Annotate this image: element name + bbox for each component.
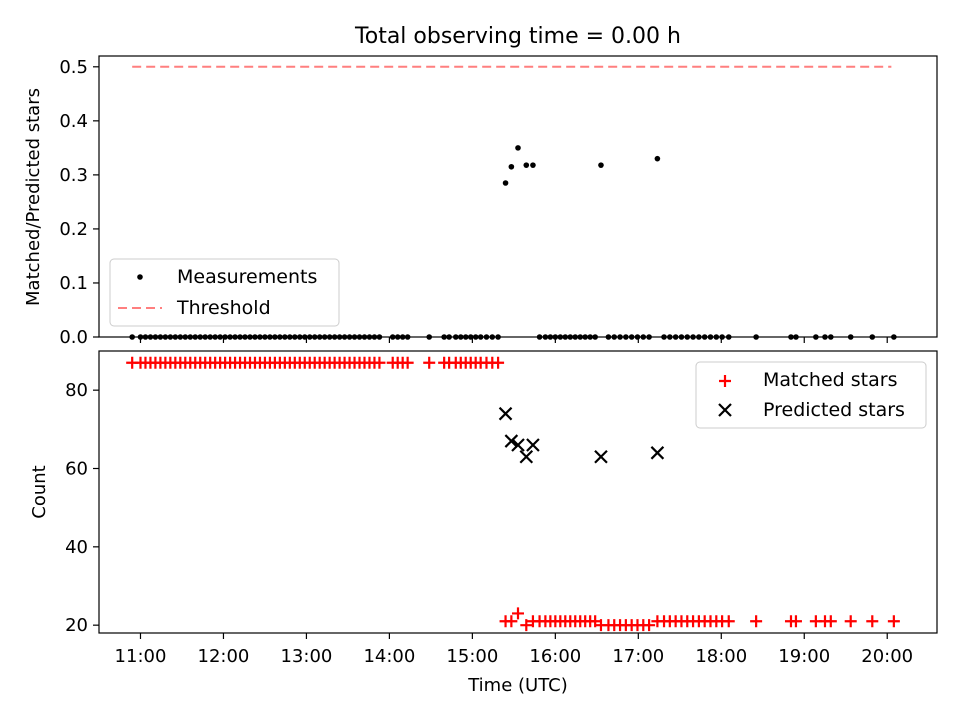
x-tick-label: 18:00 xyxy=(695,646,747,667)
measurement-point xyxy=(523,162,530,168)
x-tick-label: 19:00 xyxy=(778,646,830,667)
predicted-star-point xyxy=(594,449,608,464)
matched-star-point xyxy=(887,615,900,628)
top-chart-title: Total observing time = 0.00 h xyxy=(354,24,681,49)
matched-star-point xyxy=(505,615,518,628)
x-tick-label: 17:00 xyxy=(612,646,664,667)
matched-star-point xyxy=(492,356,505,369)
matched-star-point xyxy=(423,356,436,369)
top-y-tick-label: 0.0 xyxy=(59,327,88,348)
top-legend: Measurements Threshold xyxy=(109,258,340,327)
matched-star-point xyxy=(844,615,857,628)
matched-star-point xyxy=(520,619,533,632)
top-legend-box xyxy=(109,258,340,327)
legend-measurements-label: Measurements xyxy=(177,266,317,288)
measurement-point xyxy=(654,155,661,162)
bottom-y-tick-label: 80 xyxy=(65,380,88,401)
x-tick-label: 14:00 xyxy=(363,646,415,667)
x-tick-label: 15:00 xyxy=(446,646,498,667)
matched-star-point xyxy=(866,615,879,628)
bottom-plot-marks xyxy=(126,356,900,632)
top-plot-frame xyxy=(98,55,938,338)
legend-matched-label: Matched stars xyxy=(763,369,897,391)
bottom-y-tick-label: 60 xyxy=(65,459,88,480)
matched-star-point xyxy=(750,615,763,628)
matched-star-point xyxy=(512,607,524,620)
top-y-tick-label: 0.1 xyxy=(59,273,88,294)
predicted-star-point xyxy=(519,449,534,464)
bottom-y-tick-label: 40 xyxy=(65,537,88,558)
legend-predicted-marker xyxy=(718,403,732,417)
predicted-star-point xyxy=(511,438,525,452)
matched-star-point xyxy=(643,619,656,632)
measurement-point xyxy=(515,145,521,151)
bottom-plot-axes: 20 40 60 80 11:00 12:00 13:00 14:00 15:00 16:00 17… xyxy=(65,380,913,667)
bottom-y-tick-label: 20 xyxy=(65,615,88,636)
legend-matched-marker xyxy=(719,375,731,387)
legend-threshold-label: Threshold xyxy=(176,297,271,319)
top-y-tick-label: 0.2 xyxy=(59,219,88,240)
matched-star-point xyxy=(401,356,414,369)
matched-star-point xyxy=(824,615,837,628)
predicted-star-point xyxy=(650,446,665,460)
predicted-star-point xyxy=(498,406,513,421)
bottom-y-axis-label: Count xyxy=(29,465,50,518)
predicted-star-point xyxy=(526,438,540,452)
top-y-axis-label: Matched/Predicted stars xyxy=(23,88,44,306)
x-tick-label: 13:00 xyxy=(280,646,332,667)
bottom-legend-box xyxy=(695,361,927,429)
x-tick-label: 20:00 xyxy=(861,646,913,667)
top-y-tick-label: 0.3 xyxy=(59,165,88,186)
top-y-tick-label: 0.5 xyxy=(59,57,88,78)
x-axis-label: Time (UTC) xyxy=(467,675,568,696)
measurement-point xyxy=(502,180,509,186)
predicted-star-point xyxy=(504,434,519,448)
x-tick-label: 12:00 xyxy=(198,646,250,667)
matched-star-point xyxy=(373,356,386,369)
top-y-tick-label: 0.4 xyxy=(59,111,88,132)
measurement-point xyxy=(530,162,536,168)
measurement-point xyxy=(598,162,604,168)
matched-star-point xyxy=(789,615,802,628)
bottom-plot-frame xyxy=(98,350,938,634)
bottom-legend: Matched stars Predicted stars xyxy=(695,361,927,429)
top-plot-axes: 0.0 0.1 0.2 0.3 0.4 0.5 xyxy=(59,57,888,348)
measurement-point xyxy=(508,163,515,170)
legend-predicted-label: Predicted stars xyxy=(763,399,905,421)
legend-measurements-marker xyxy=(137,274,143,280)
matched-star-point xyxy=(722,615,735,628)
x-tick-label: 16:00 xyxy=(529,646,581,667)
x-tick-label: 11:00 xyxy=(115,646,167,667)
